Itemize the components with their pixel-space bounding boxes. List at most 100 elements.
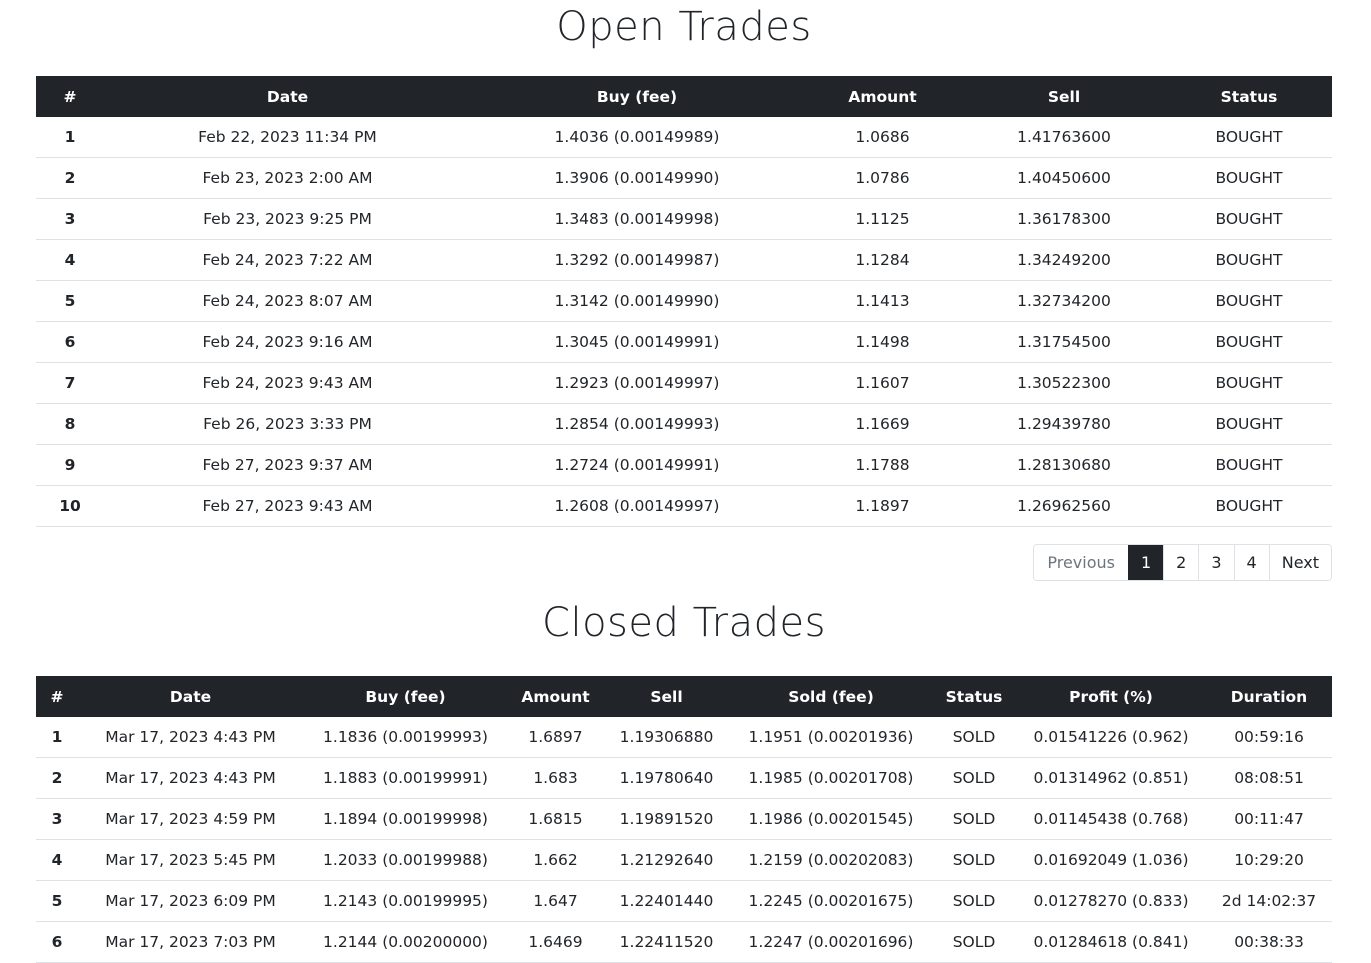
table-cell: 1.1883 (0.00199991) xyxy=(303,757,508,799)
table-header-row: # Date Buy (fee) Amount Sell Status xyxy=(36,76,1332,117)
table-cell: 1.31754500 xyxy=(962,321,1166,363)
table-cell: Feb 23, 2023 9:25 PM xyxy=(104,198,471,240)
previous-page-button[interactable]: Previous xyxy=(1034,545,1128,580)
table-row: 8 Feb 26, 2023 3:33 PM 1.2854 (0.00149993)… xyxy=(36,403,1332,445)
table-cell: 1.4036 (0.00149989) xyxy=(471,117,803,158)
table-cell: 1.3906 (0.00149990) xyxy=(471,157,803,199)
table-cell: 1.1897 xyxy=(803,485,962,527)
table-cell: 0.01541226 (0.962) xyxy=(1016,717,1206,758)
table-cell: 1.3142 (0.00149990) xyxy=(471,280,803,322)
page: Open Trades # Date Buy (fee) Amount Sell Stat… xyxy=(36,0,1332,963)
table-row: 5 Feb 24, 2023 8:07 AM 1.3142 (0.00149990)… xyxy=(36,280,1332,322)
column-header: Profit (%) xyxy=(1016,676,1206,717)
table-row: 3 Feb 23, 2023 9:25 PM 1.3483 (0.00149998)… xyxy=(36,198,1332,240)
table-cell: SOLD xyxy=(932,757,1016,799)
table-cell: BOUGHT xyxy=(1166,403,1332,445)
table-cell: 1 xyxy=(36,717,78,758)
table-cell: 0.01145438 (0.768) xyxy=(1016,798,1206,840)
column-header: Date xyxy=(104,76,471,117)
column-header: Buy (fee) xyxy=(303,676,508,717)
table-cell: 1.2608 (0.00149997) xyxy=(471,485,803,527)
table-cell: 4 xyxy=(36,839,78,881)
table-cell: 1.2144 (0.00200000) xyxy=(303,921,508,963)
page-3-button[interactable]: 3 xyxy=(1198,545,1234,580)
table-row: 7 Feb 24, 2023 9:43 AM 1.2923 (0.00149997)… xyxy=(36,362,1332,404)
table-cell: BOUGHT xyxy=(1166,280,1332,322)
table-cell: 00:59:16 xyxy=(1206,717,1332,758)
table-cell: Feb 22, 2023 11:34 PM xyxy=(104,117,471,158)
table-cell: Mar 17, 2023 7:03 PM xyxy=(78,921,303,963)
table-row: 1 Feb 22, 2023 11:34 PM 1.4036 (0.00149989… xyxy=(36,117,1332,158)
table-cell: 1.2159 (0.00202083) xyxy=(730,839,932,881)
table-cell: 0.01314962 (0.851) xyxy=(1016,757,1206,799)
table-cell: 1.3483 (0.00149998) xyxy=(471,198,803,240)
table-cell: 1.1985 (0.00201708) xyxy=(730,757,932,799)
table-cell: 00:38:33 xyxy=(1206,921,1332,963)
table-cell: 1.1413 xyxy=(803,280,962,322)
table-cell: Feb 24, 2023 7:22 AM xyxy=(104,239,471,281)
table-row: 6 Feb 24, 2023 9:16 AM 1.3045 (0.00149991)… xyxy=(36,321,1332,363)
table-cell: 1.30522300 xyxy=(962,362,1166,404)
column-header: Sell xyxy=(603,676,730,717)
table-cell: Mar 17, 2023 4:43 PM xyxy=(78,757,303,799)
table-cell: Feb 23, 2023 2:00 AM xyxy=(104,157,471,199)
table-cell: 1.683 xyxy=(508,757,603,799)
table-cell: 1.1986 (0.00201545) xyxy=(730,798,932,840)
table-cell: 1.19780640 xyxy=(603,757,730,799)
table-cell: 3 xyxy=(36,798,78,840)
page-2-button[interactable]: 2 xyxy=(1163,545,1199,580)
table-cell: 1.1125 xyxy=(803,198,962,240)
table-cell: SOLD xyxy=(932,880,1016,922)
table-cell: 1.40450600 xyxy=(962,157,1166,199)
table-cell: Mar 17, 2023 6:09 PM xyxy=(78,880,303,922)
page-1-button[interactable]: 1 xyxy=(1127,545,1164,580)
table-cell: 8 xyxy=(36,403,104,445)
table-cell: 6 xyxy=(36,321,104,363)
table-cell: 1.22401440 xyxy=(603,880,730,922)
table-cell: 1.2245 (0.00201675) xyxy=(730,880,932,922)
page-4-button[interactable]: 4 xyxy=(1233,545,1269,580)
table-cell: 1.2854 (0.00149993) xyxy=(471,403,803,445)
table-cell: 1.1894 (0.00199998) xyxy=(303,798,508,840)
table-cell: 1.1951 (0.00201936) xyxy=(730,717,932,758)
table-cell: 5 xyxy=(36,280,104,322)
table-cell: 0.01278270 (0.833) xyxy=(1016,880,1206,922)
table-cell: 1.2923 (0.00149997) xyxy=(471,362,803,404)
column-header: # xyxy=(36,676,78,717)
table-cell: Feb 24, 2023 8:07 AM xyxy=(104,280,471,322)
column-header: Amount xyxy=(803,76,962,117)
closed-trades-title: Closed Trades xyxy=(542,600,826,646)
table-cell: BOUGHT xyxy=(1166,485,1332,527)
open-trades-table: # Date Buy (fee) Amount Sell Status 1 Feb 22, … xyxy=(36,76,1332,527)
table-cell: 1.19891520 xyxy=(603,798,730,840)
table-cell: 1.2247 (0.00201696) xyxy=(730,921,932,963)
table-cell: 9 xyxy=(36,444,104,486)
table-cell: 1.647 xyxy=(508,880,603,922)
table-header-row: # Date Buy (fee) Amount Sell Sold (fee) Status… xyxy=(36,676,1332,717)
table-cell: 1.662 xyxy=(508,839,603,881)
table-cell: 1.3292 (0.00149987) xyxy=(471,239,803,281)
table-cell: BOUGHT xyxy=(1166,117,1332,158)
table-row: 1 Mar 17, 2023 4:43 PM 1.1836 (0.00199993)… xyxy=(36,717,1332,758)
table-cell: 2 xyxy=(36,157,104,199)
table-cell: Mar 17, 2023 5:45 PM xyxy=(78,839,303,881)
table-cell: 08:08:51 xyxy=(1206,757,1332,799)
table-cell: 1.1836 (0.00199993) xyxy=(303,717,508,758)
next-page-button[interactable]: Next xyxy=(1268,545,1331,580)
table-cell: 1.21292640 xyxy=(603,839,730,881)
table-cell: SOLD xyxy=(932,921,1016,963)
column-header: Status xyxy=(932,676,1016,717)
table-cell: 4 xyxy=(36,239,104,281)
table-cell: 1.0686 xyxy=(803,117,962,158)
open-trades-title: Open Trades xyxy=(556,4,812,50)
table-cell: 2 xyxy=(36,757,78,799)
table-cell: BOUGHT xyxy=(1166,444,1332,486)
table-cell: 1.2724 (0.00149991) xyxy=(471,444,803,486)
table-cell: 1.19306880 xyxy=(603,717,730,758)
table-cell: 1.32734200 xyxy=(962,280,1166,322)
table-cell: 1.1607 xyxy=(803,362,962,404)
table-cell: BOUGHT xyxy=(1166,239,1332,281)
table-cell: 1.29439780 xyxy=(962,403,1166,445)
table-cell: 10 xyxy=(36,485,104,527)
table-cell: 1.41763600 xyxy=(962,117,1166,158)
